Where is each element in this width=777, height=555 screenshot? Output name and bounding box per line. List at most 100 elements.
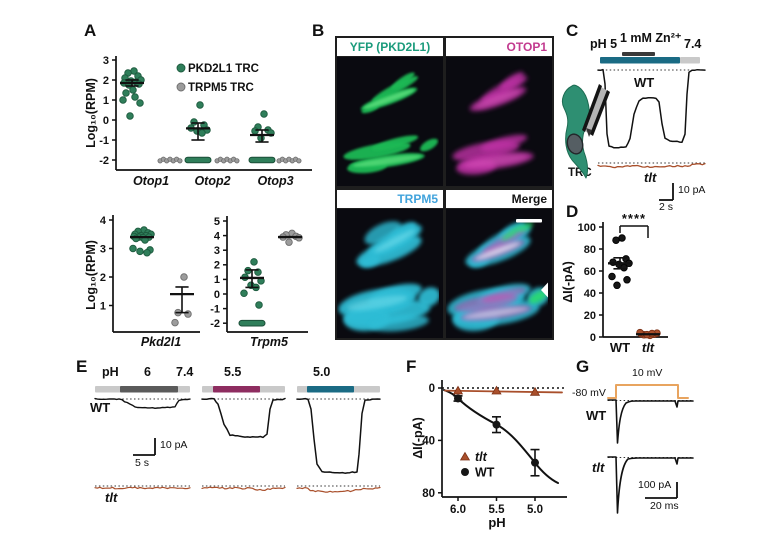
- data-point: [454, 394, 462, 403]
- micrograph-title: YFP (PKD2L1): [337, 38, 443, 57]
- panel-a-label: A: [84, 21, 97, 40]
- micrograph-trpm5: TRPM5: [335, 188, 445, 340]
- wt-trace-label-g: WT: [586, 408, 607, 423]
- wt-trace-label-e: WT: [90, 400, 111, 415]
- chart-text: 3: [100, 243, 106, 255]
- micrograph-merge: Merge: [444, 188, 554, 340]
- y-axis-label: ΔI(-pA): [561, 261, 575, 303]
- chart-text: 2: [100, 272, 106, 284]
- data-point: [250, 258, 258, 266]
- x-category-label: Pkd2l1: [141, 335, 181, 349]
- g-scale-current: 100 pA: [638, 479, 672, 491]
- data-point: [255, 301, 263, 309]
- data-point: [129, 86, 137, 94]
- data-point: [461, 468, 469, 476]
- x-category-label: Otop2: [194, 174, 230, 188]
- ph74-label: 7.4: [684, 37, 702, 51]
- ph5-label: pH 5: [590, 37, 618, 51]
- chart-text: 60: [584, 266, 596, 278]
- chart-text: 5.5: [489, 504, 506, 516]
- wt-trace-label-c: WT: [634, 75, 655, 90]
- tlt-trace-label-c: tlt: [644, 170, 657, 185]
- micrograph-yfp-pkd2l1-: YFP (PKD2L1): [335, 36, 445, 188]
- data-point: [190, 118, 198, 126]
- data-point: [260, 110, 268, 118]
- data-point: [136, 247, 144, 256]
- data-point: [608, 272, 616, 281]
- data-point: [136, 99, 144, 107]
- tlt-trace-label-g: tlt: [592, 460, 605, 475]
- chart-text: 6.0: [450, 504, 466, 516]
- chart-text: 0: [214, 289, 220, 301]
- chart-text: 2: [214, 260, 220, 272]
- chart-text: 1: [214, 274, 220, 286]
- chart-text: -2: [210, 318, 220, 330]
- zinc-label: 1 mM Zn²⁺: [620, 31, 682, 45]
- data-point: [129, 244, 137, 253]
- data-point: [119, 96, 127, 104]
- chart-text: 100: [578, 222, 596, 234]
- g-holding-label: -80 mV: [572, 387, 606, 399]
- legend-tlt: tlt: [475, 450, 488, 464]
- panel-d-label: D: [566, 202, 579, 221]
- data-point: [240, 289, 248, 298]
- data-point: [296, 158, 302, 164]
- data-point: [529, 386, 541, 396]
- x-category-label: Otop1: [133, 174, 169, 188]
- data-point: [613, 281, 621, 290]
- chart-text: 2: [103, 75, 109, 87]
- g-scale-time: 20 ms: [650, 500, 679, 512]
- chart-text: 20: [584, 310, 596, 322]
- data-point: [180, 273, 188, 281]
- e-ph74-label: 7.4: [176, 365, 194, 379]
- chart-text: 3: [103, 55, 109, 67]
- data-point: [176, 82, 186, 92]
- x-category-label: WT: [610, 340, 630, 355]
- chart-text: 3: [214, 245, 220, 257]
- micrograph-image: [446, 210, 548, 336]
- panel-c-label: C: [566, 21, 579, 40]
- micrograph-image: [337, 210, 439, 336]
- tlt-trace-label-e: tlt: [105, 490, 118, 505]
- e-scale-current: 10 pA: [160, 439, 188, 451]
- data-point: [198, 129, 206, 137]
- data-point: [143, 249, 151, 257]
- legend-trpm5: TRPM5 TRC: [188, 82, 254, 94]
- y-axis-label: ΔI(-pA): [411, 417, 425, 459]
- chart-text: 0: [103, 115, 109, 127]
- chart-text: -1: [99, 135, 109, 147]
- e-ph-label: pH: [102, 365, 119, 379]
- panel-e-label: E: [76, 357, 88, 376]
- e-ph50-label: 5.0: [313, 365, 331, 379]
- chart-text: 1: [100, 300, 106, 312]
- chart-text: -2: [99, 155, 109, 167]
- panel-c-recording: [561, 52, 706, 201]
- data-point: [620, 263, 628, 272]
- data-point: [234, 158, 240, 164]
- micrograph-image: [337, 58, 439, 184]
- chart-text: 5.0: [527, 504, 543, 516]
- data-point: [623, 276, 631, 284]
- x-axis-label: pH: [488, 515, 505, 530]
- panel-f-chart: 0 40 80 ΔI(-pA) 6.0 5.5 5.0 pH tlt WT: [411, 380, 567, 530]
- micrograph-title: Merge: [446, 190, 552, 209]
- panel-g-label: G: [576, 357, 590, 376]
- x-category-label: tlt: [642, 340, 655, 355]
- chart-text: 0: [429, 383, 435, 395]
- data-point: [251, 127, 259, 135]
- y-axis-label: Log₁₀(RPM): [84, 240, 98, 310]
- chart-text: 40: [422, 435, 435, 447]
- micrograph-otop1: OTOP1: [444, 36, 554, 188]
- chart-text: 0: [590, 332, 596, 344]
- data-point: [491, 385, 502, 395]
- panel-g-traces: [607, 384, 694, 514]
- data-point: [126, 112, 134, 120]
- chart-text: 4: [214, 230, 221, 242]
- micrograph-title: OTOP1: [446, 38, 552, 57]
- panel-e-traces: [94, 386, 381, 493]
- g-pulse-label: 10 mV: [632, 367, 663, 379]
- y-axis-label: Log₁₀(RPM): [84, 78, 98, 148]
- data-point: [492, 420, 501, 429]
